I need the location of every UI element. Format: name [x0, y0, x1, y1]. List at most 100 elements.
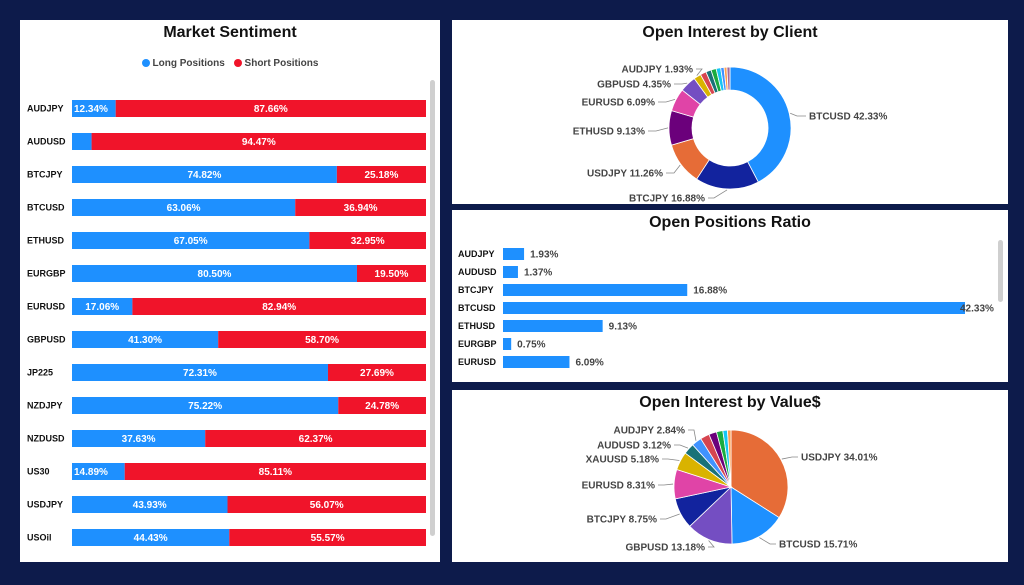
short-bar-ethusd [309, 232, 426, 249]
long-value-label-eurgbp: 80.50% [198, 269, 232, 280]
legend-long-swatch [141, 59, 150, 67]
short-value-label-ethusd: 32.95% [351, 236, 385, 247]
category-label-audjpy: AUDJPY [27, 104, 64, 114]
long-bar-nzdusd [72, 430, 206, 447]
ratio-value-label-audjpy: 1.93% [530, 250, 558, 261]
short-bar-usdjpy [227, 496, 426, 513]
ratio-category-label-audjpy: AUDJPY [458, 249, 495, 259]
category-label-nzdjpy: NZDJPY [27, 401, 63, 411]
slice-label-xauusd: XAUUSD 5.18% [586, 455, 659, 466]
long-bar-audjpy [72, 100, 116, 117]
ratio-category-label-eurgbp: EURGBP [458, 339, 497, 349]
long-bar-usoil [72, 529, 230, 546]
long-bar-btcjpy [72, 166, 337, 183]
slice-other-13 [726, 66, 731, 91]
long-value-label-audjpy: 12.34% [74, 104, 108, 115]
short-value-label-nzdusd: 62.37% [299, 434, 333, 445]
category-label-usoil: USOil [27, 533, 52, 543]
leader-line-ethusd [648, 127, 669, 132]
open-interest-client-panel: Open Interest by Client BTCUSD 42.33% BTC… [452, 20, 1008, 204]
ratio-value-label-btcjpy: 16.88% [693, 286, 727, 297]
category-label-jp225: JP225 [27, 368, 53, 378]
long-value-label-nzdjpy: 75.22% [188, 401, 222, 412]
leader-line-btcjpy [660, 513, 680, 520]
slice-label-btcusd: BTCUSD 15.71% [779, 540, 857, 551]
open-positions-ratio-panel: Open Positions Ratio AUDJPY 1.93% AUDUSD 1.… [452, 210, 1008, 382]
open-interest-value-title: Open Interest by Value$ [639, 394, 821, 411]
slice-label-eurusd: EURUSD 6.09% [582, 98, 655, 109]
slice-label-eurusd: EURUSD 8.31% [582, 481, 655, 492]
ratio-category-label-btcjpy: BTCJPY [458, 285, 494, 295]
leader-line-audjpy [696, 68, 703, 76]
ratio-bar-audjpy [503, 248, 525, 260]
slice-label-audjpy: AUDJPY 2.84% [613, 426, 685, 437]
slice-label-audjpy: AUDJPY 1.93% [621, 65, 693, 76]
short-bar-nzdusd [205, 430, 426, 447]
long-bar-audusd [72, 133, 92, 150]
short-bar-nzdjpy [338, 397, 426, 414]
leader-line-gbpusd [708, 540, 715, 548]
open-interest-value-panel: Open Interest by Value$ USDJPY 34.01% BTC… [452, 390, 1008, 562]
ratio-category-label-ethusd: ETHUSD [458, 321, 496, 331]
open-interest-client-title: Open Interest by Client [642, 24, 818, 41]
slice-label-usdjpy: USDJPY 11.26% [587, 169, 663, 180]
category-label-usdjpy: USDJPY [27, 500, 63, 510]
open-positions-ratio-title: Open Positions Ratio [649, 214, 811, 231]
ratio-bar-eurusd [503, 356, 570, 368]
slice-label-audusd: AUDUSD 3.12% [597, 441, 671, 452]
ratio-category-label-btcusd: BTCUSD [458, 303, 496, 313]
category-label-nzdusd: NZDUSD [27, 434, 65, 444]
legend-item-short[interactable]: Short Positions [233, 58, 319, 69]
market-sentiment-scrollbar[interactable] [430, 80, 435, 536]
slice-label-ethusd: ETHUSD 9.13% [573, 127, 645, 138]
short-value-label-eurgbp: 19.50% [375, 269, 409, 280]
open-interest-client-chart: BTCUSD 42.33% BTCJPY 16.88% USDJPY 11.26% E… [573, 65, 888, 205]
long-value-label-btcjpy: 74.82% [187, 170, 221, 181]
long-bar-ethusd [72, 232, 310, 249]
slice-label-usdjpy: USDJPY 34.01% [801, 453, 878, 464]
short-value-label-usoil: 55.57% [311, 533, 345, 544]
long-bar-eurgbp [72, 265, 357, 282]
slice-label-btcusd: BTCUSD 42.33% [809, 112, 887, 123]
category-label-audusd: AUDUSD [27, 137, 66, 147]
long-value-label-eurusd: 17.06% [85, 302, 119, 313]
ratio-category-label-eurusd: EURUSD [458, 357, 497, 367]
short-bar-eurgbp [356, 265, 426, 282]
short-value-label-nzdjpy: 24.78% [365, 401, 399, 412]
leader-line-xauusd [662, 458, 680, 461]
ratio-bar-audusd [503, 266, 518, 278]
short-value-label-gbpusd: 58.70% [305, 335, 339, 346]
leader-line-gbpusd [674, 82, 688, 85]
short-value-label-usdjpy: 56.07% [310, 500, 344, 511]
leader-line-eurusd [658, 483, 674, 486]
short-bar-btcjpy [336, 166, 426, 183]
short-bar-audjpy [115, 100, 427, 117]
short-bar-usoil [229, 529, 426, 546]
short-value-label-eurusd: 82.94% [262, 302, 296, 313]
ratio-bar-eurgbp [503, 338, 512, 350]
long-value-label-ethusd: 67.05% [174, 236, 208, 247]
long-value-label-btcusd: 63.06% [167, 203, 201, 214]
leader-line-usdjpy [781, 456, 798, 460]
category-label-gbpusd: GBPUSD [27, 335, 66, 345]
leader-line-usdjpy [666, 164, 681, 174]
market-sentiment-legend: Long Positions Short Positions [20, 58, 440, 69]
dashboard: Market Sentiment Long Positions Short Po… [12, 12, 1012, 574]
open-positions-ratio-scrollbar[interactable] [998, 240, 1003, 302]
short-bar-audusd [91, 133, 426, 150]
slice-label-gbpusd: GBPUSD 13.18% [626, 543, 706, 554]
legend-short-label: Short Positions [244, 58, 319, 69]
long-value-label-usdjpy: 43.93% [133, 500, 167, 511]
market-sentiment-panel: Market Sentiment Long Positions Short Po… [20, 20, 440, 562]
long-bar-eurusd [72, 298, 133, 315]
ratio-value-label-audusd: 1.37% [524, 268, 552, 279]
market-sentiment-chart: AUDJPY 12.34% 87.66% AUDUSD 94.47% BTCJPY 74.8… [27, 100, 427, 546]
slice-label-btcjpy: BTCJPY 16.88% [629, 194, 705, 205]
short-bar-jp225 [327, 364, 426, 381]
short-bar-btcusd [295, 199, 426, 216]
legend-long-label: Long Positions [152, 58, 225, 69]
market-sentiment-title: Market Sentiment [163, 24, 297, 41]
ratio-bar-btcusd [503, 302, 965, 314]
category-label-btcusd: BTCUSD [27, 203, 65, 213]
legend-item-long[interactable]: Long Positions [141, 58, 225, 69]
